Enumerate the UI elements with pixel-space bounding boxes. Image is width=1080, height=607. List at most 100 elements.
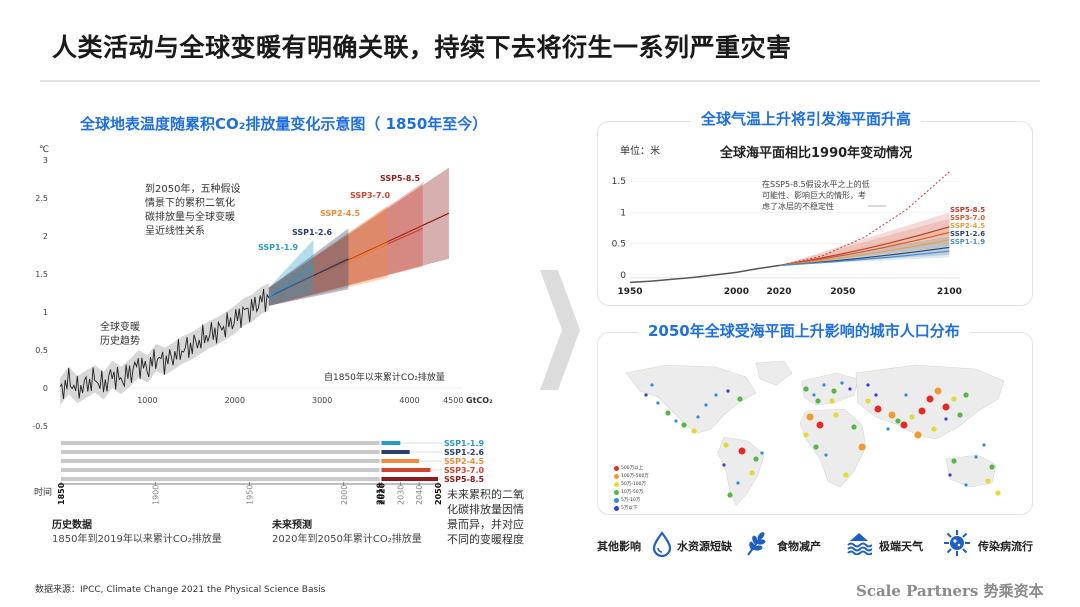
city-marker (813, 444, 819, 450)
europe (801, 372, 859, 406)
city-marker (874, 405, 882, 413)
world-map (625, 360, 1005, 506)
sea-level-line (778, 250, 950, 267)
city-marker (964, 483, 968, 487)
city-marker (934, 387, 942, 395)
scenario-label: SSP1-2.6 (292, 228, 333, 237)
impact-weather: 极端天气 (879, 540, 923, 553)
city-marker (989, 464, 995, 470)
city-marker (760, 451, 764, 455)
legend-dot (614, 473, 619, 479)
north-america (625, 364, 757, 434)
australia (945, 454, 997, 488)
sea-level-y-tick: 1.5 (612, 177, 626, 187)
y-tick-label: 1 (43, 308, 48, 317)
sea-level-annotation-line-1: 在SSP5-8.5假设水平之上的低 (762, 179, 870, 189)
city-marker (951, 458, 957, 464)
city-marker (833, 412, 839, 418)
sea-level-line (778, 231, 950, 267)
history-bar (61, 468, 380, 472)
y-tick-label: -0.5 (32, 422, 48, 431)
city-marker (948, 473, 952, 477)
impacts-label: 其他影响 (597, 540, 641, 553)
temperature-chart: -0.5 0 0.5 1 1.5 2 2.5 3 1000 2000 3000 4000 4500 SS… (32, 145, 493, 431)
scenario-bar (381, 450, 410, 454)
city-marker (815, 398, 821, 404)
scenario-note-line-1: 未来累积的二氧 (447, 488, 524, 501)
city-marker (806, 413, 814, 421)
legend-dot (614, 481, 619, 487)
city-marker (840, 381, 844, 385)
x-tick-label: 2000 (225, 396, 245, 405)
sea-level-unit: 单位：米 (620, 146, 660, 157)
impact-disease: 传染病流行 (978, 540, 1033, 553)
legend-dot (614, 497, 619, 503)
timeline-bars (61, 441, 442, 481)
map-legend-label: 100万-500万 (621, 474, 649, 479)
city-marker (726, 389, 730, 393)
timeline-tick-label: 1900 (151, 485, 160, 505)
map-legend-item-4: 10万-50万 (614, 488, 649, 496)
city-marker (691, 428, 697, 434)
sea-level-band (779, 218, 950, 266)
sea-level-lines (629, 171, 950, 284)
timeline-scenario-label: SSP2-4.5 (444, 457, 485, 466)
y-tick-label: 1.5 (35, 270, 48, 279)
map-heading-wrap: 2050年全球受海平面上升影响的城市人口分布 (638, 320, 970, 341)
scenario-note-line-4: 不同的变暖程度 (447, 533, 524, 546)
sea-level-band (779, 240, 950, 266)
timeline-scenario-label: SSP1-2.6 (444, 448, 485, 457)
city-marker (874, 393, 878, 397)
city-marker (886, 427, 890, 431)
scenario-fan (268, 205, 388, 306)
city-marker (644, 393, 648, 397)
scenario-note: 未来累积的二氧 化碳排放量因情 景而异，并对应 不同的变暖程度 (447, 487, 524, 547)
scenario-bar (381, 441, 401, 445)
city-markers (644, 381, 1001, 498)
scenario-label: SSP1-1.9 (258, 243, 299, 252)
timeline-tick-label: 2000 (340, 485, 349, 505)
scenario-labels: SSP1-1.9 SSP1-2.6 SSP2-4.5 SSP3-7.0 SSP5-8.5 (258, 174, 421, 252)
city-marker (831, 388, 837, 394)
map-legend-item-6: 5万以下 (614, 504, 649, 512)
annotation-history: 全球变暖 历史趋势 (100, 320, 140, 347)
city-marker (858, 443, 866, 451)
city-marker (931, 426, 937, 432)
water-drop-icon (652, 531, 672, 557)
y-unit-label: ℃ (39, 145, 49, 155)
city-marker (829, 398, 835, 404)
title-divider (40, 80, 1040, 82)
x-tick-label: 4500 (443, 396, 463, 405)
map-legend-item-3: 50万-100万 (614, 480, 649, 488)
history-bar (61, 450, 380, 454)
city-marker (951, 396, 957, 402)
annotation-history-line-1: 全球变暖 (100, 320, 140, 333)
annotation-2050-line-2: 情景下的累积二氧化 (145, 196, 235, 209)
timeline-tick-label: 1850 (57, 482, 66, 505)
sea-level-annotation: 在SSP5-8.5假设水平之上的低 可能性、影响巨大的情形，考 虑了冰层的不稳定… (762, 179, 870, 211)
x-tick-label: 3000 (312, 396, 332, 405)
data-source: 数据来源：IPCC, Climate Change 2021 the Physi… (35, 585, 326, 595)
sea-level-heading-wrap: 全球气温上升将引发海平面升高 (691, 108, 922, 129)
timeline-tick-label: 2020 (377, 482, 386, 505)
legend-dot (614, 489, 619, 495)
timeline-tick-label: 2019 (376, 482, 385, 505)
sea-level-series-label: SSP3-7.0 (950, 214, 985, 222)
impact-water: 水资源短缺 (677, 540, 732, 553)
history-desc: 1850年到2019年以来累计CO₂排放量 (52, 534, 222, 545)
city-marker (866, 383, 870, 387)
map-legend: 500万以上 100万-500万 50万-100万 10万-50万 5万-10万… (614, 464, 649, 512)
scenario-bar (381, 477, 438, 481)
city-marker (904, 393, 908, 397)
map-legend-item-5: 5万-10万 (614, 496, 649, 504)
map-legend-label: 5万以下 (621, 506, 638, 511)
sea-level-x-tick: 1950 (617, 287, 642, 297)
sea-level-y-tick: 0.5 (612, 240, 626, 250)
map-legend-item-2: 100万-500万 (614, 472, 649, 480)
timeline-tick-label: 1950 (246, 485, 255, 505)
history-series (59, 288, 270, 399)
y-tick-label: 0 (43, 384, 48, 393)
city-marker (749, 470, 755, 476)
